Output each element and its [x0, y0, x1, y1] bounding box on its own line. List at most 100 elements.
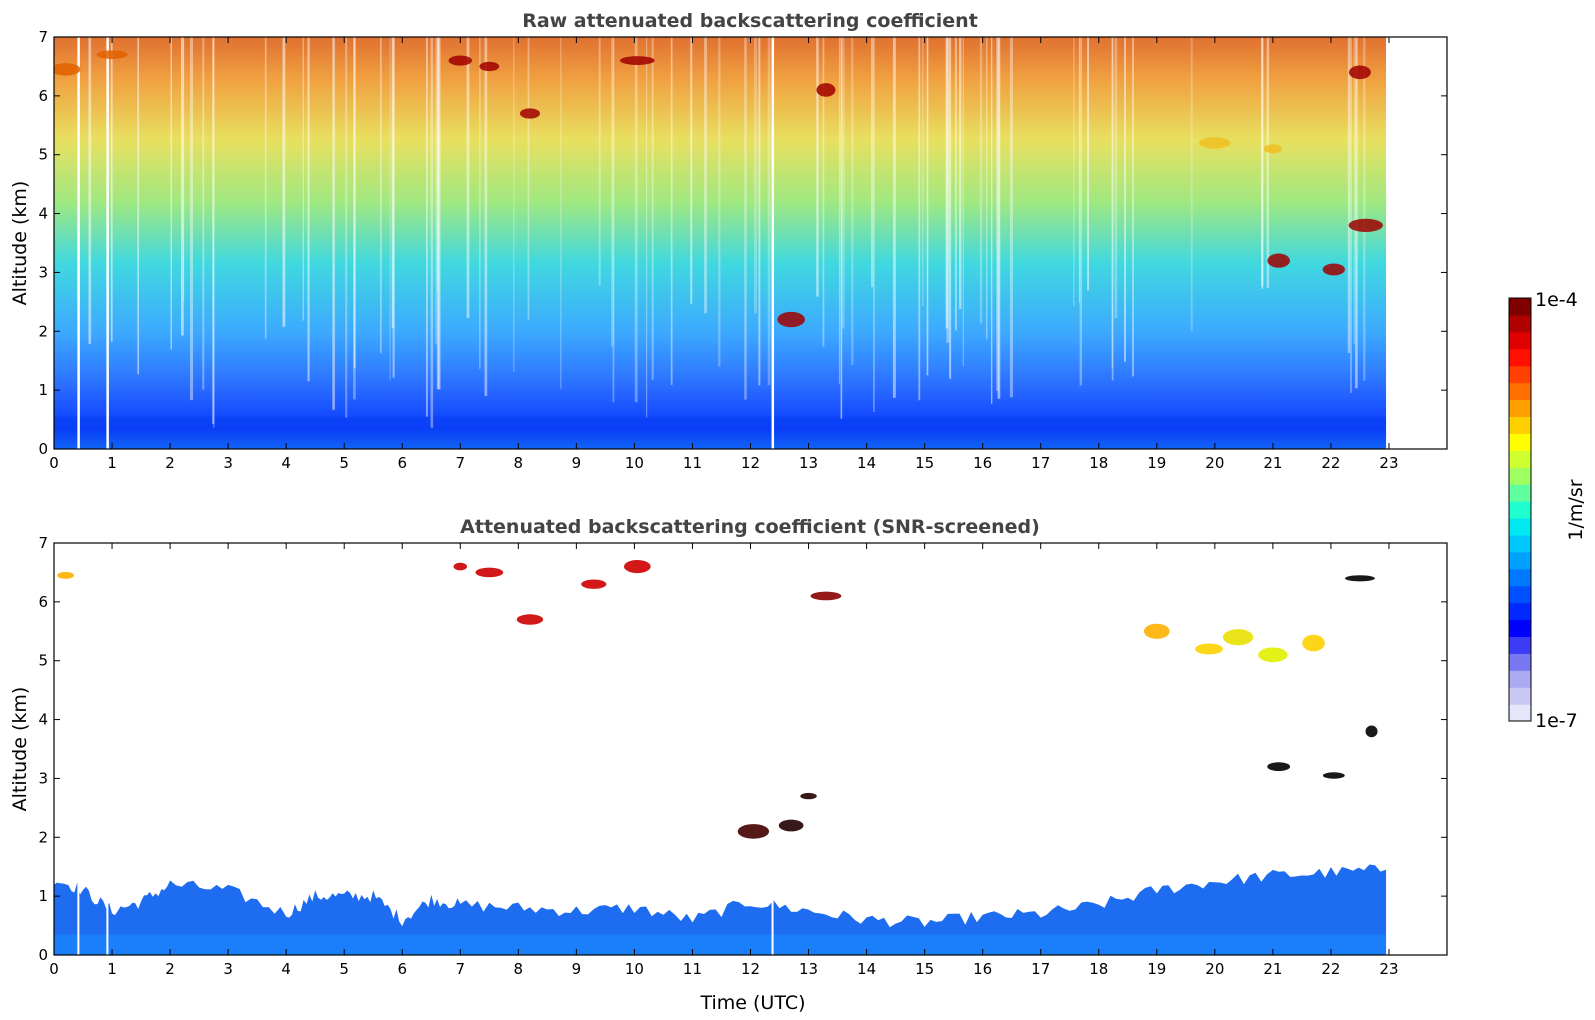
- screened-cloud-feature: [1195, 643, 1223, 655]
- x-tick-label: 19: [1147, 960, 1166, 978]
- x-tick-label: 7: [456, 960, 466, 978]
- x-tick-label: 11: [683, 454, 702, 472]
- raw-streak: [353, 37, 356, 400]
- screened-cloud-feature: [778, 819, 804, 832]
- screened-data-gap: [771, 884, 774, 955]
- x-tick-label: 5: [339, 960, 349, 978]
- raw-streak: [213, 37, 215, 428]
- x-tick-label: 19: [1147, 454, 1166, 472]
- x-tick-label: 15: [915, 960, 934, 978]
- y-tick-label: 4: [38, 711, 48, 729]
- screened-data-gap: [106, 884, 109, 955]
- raw-streak: [704, 37, 708, 314]
- raw-streak: [1350, 37, 1352, 393]
- raw-streak: [873, 37, 875, 412]
- x-tick-label: 8: [514, 960, 524, 978]
- x-tick-label: 12: [741, 960, 760, 978]
- x-tick-label: 18: [1089, 454, 1108, 472]
- colorbar-swatch: [1509, 348, 1531, 367]
- colorbar-swatch: [1509, 653, 1531, 671]
- raw-streak: [926, 37, 929, 376]
- colorbar-swatch: [1509, 602, 1531, 621]
- x-tick-label: 7: [456, 454, 466, 472]
- raw-cloud-feature: [816, 83, 836, 97]
- colorbar-swatch: [1509, 517, 1531, 536]
- raw-streak: [1111, 37, 1113, 368]
- raw-cloud-feature: [96, 50, 128, 59]
- x-tick-label: 16: [973, 960, 992, 978]
- raw-streak: [426, 37, 428, 417]
- raw-streak: [479, 37, 481, 369]
- boundary-layer-area: [54, 864, 1387, 955]
- x-tick-label: 3: [223, 960, 233, 978]
- x-tick-label: 15: [915, 454, 934, 472]
- raw-streak: [754, 37, 757, 314]
- raw-streak: [212, 37, 215, 425]
- near-surface-band: [54, 934, 1387, 955]
- raw-streak: [996, 37, 999, 391]
- colorbar-swatch: [1509, 501, 1531, 519]
- x-tick-label: 23: [1379, 960, 1398, 978]
- x-tick-label: 6: [397, 454, 407, 472]
- raw-streak: [391, 37, 395, 329]
- raw-streak: [190, 37, 194, 401]
- raw-streak: [88, 37, 92, 344]
- x-tick-label: 20: [1205, 960, 1224, 978]
- panel2-axes: 0 1 2 3 4 5 6 7 8 9 10 11 12 13 14 15 16 17 18 19 20 21 22 2301…: [38, 534, 1447, 978]
- raw-streak: [634, 37, 638, 403]
- raw-streak: [1347, 37, 1351, 353]
- raw-boundary-band: [54, 416, 1387, 449]
- raw-streak: [892, 37, 896, 398]
- screened-cloud-feature: [475, 567, 504, 578]
- screened-cloud-feature: [1143, 623, 1170, 639]
- screened-cloud-feature: [1345, 575, 1375, 582]
- raw-cloud-feature: [619, 56, 655, 65]
- snr-screened-panel: Attenuated backscattering coefficient (S…: [9, 516, 1448, 1014]
- raw-streak: [838, 37, 841, 384]
- raw-streak: [527, 37, 530, 320]
- colorbar-swatch: [1509, 399, 1531, 418]
- x-tick-label: 1: [107, 454, 117, 472]
- raw-streak: [560, 37, 562, 389]
- x-tick-label: 0: [49, 960, 59, 978]
- colorbar-swatch: [1509, 365, 1531, 384]
- screened-cloud-feature: [1222, 629, 1254, 646]
- raw-streak: [670, 37, 673, 385]
- x-tick-label: 14: [857, 454, 876, 472]
- screened-cloud-feature: [516, 614, 544, 625]
- x-tick-label: 4: [281, 960, 291, 978]
- colorbar-swatch: [1509, 551, 1531, 570]
- raw-streak: [840, 37, 843, 419]
- raw-streak: [841, 37, 845, 329]
- x-tick-label: 9: [572, 960, 582, 978]
- raw-streak: [307, 37, 310, 382]
- raw-streak: [758, 37, 761, 386]
- raw-streak: [353, 37, 356, 369]
- raw-streak: [1111, 37, 1114, 381]
- raw-streak: [430, 37, 434, 428]
- raw-streak: [646, 37, 648, 418]
- x-tick-label: 8: [514, 454, 524, 472]
- raw-cloud-feature: [1199, 137, 1231, 149]
- raw-data-gap: [77, 37, 80, 449]
- raw-streak: [946, 37, 950, 343]
- colorbar-swatch: [1509, 450, 1531, 468]
- screened-cloud-feature: [800, 792, 817, 800]
- y-tick-label: 3: [38, 263, 48, 281]
- raw-streak: [954, 37, 957, 331]
- colorbar-swatch: [1509, 331, 1531, 350]
- x-tick-label: 12: [741, 454, 760, 472]
- x-tick-label: 0: [49, 454, 59, 472]
- raw-streak: [345, 37, 348, 418]
- raw-streak: [389, 37, 391, 381]
- y-tick-label: 0: [38, 440, 48, 458]
- y-tick-label: 5: [38, 652, 48, 670]
- raw-streak: [816, 37, 819, 297]
- raw-streak: [282, 37, 286, 327]
- raw-streak: [392, 37, 395, 378]
- y-tick-label: 4: [38, 205, 48, 223]
- panel1-axes: 0 1 2 3 4 5 6 7 8 9 10 11 12 13 14 15 16 17 18 19 20 21 22 2301…: [38, 28, 1447, 472]
- panel2-xlabel: Time (UTC): [699, 992, 805, 1014]
- x-tick-label: 1: [107, 960, 117, 978]
- x-tick-label: 9: [572, 454, 582, 472]
